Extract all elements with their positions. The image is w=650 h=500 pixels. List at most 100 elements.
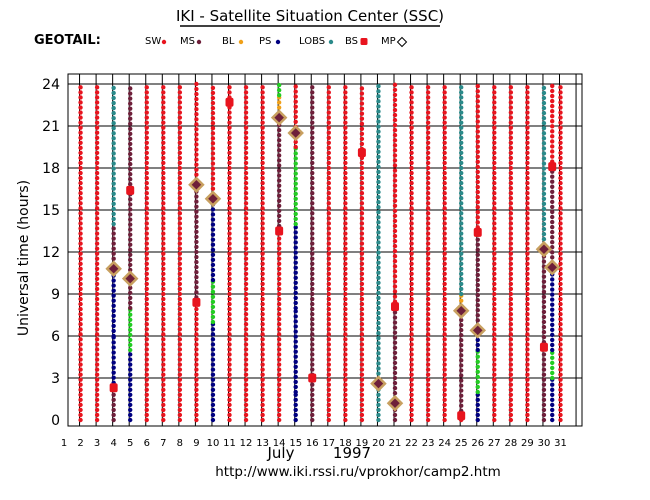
region-dot-sw: [550, 114, 555, 119]
region-dot-lobs: [459, 266, 464, 271]
magnetopause-marker: [270, 109, 288, 126]
region-dot-ms: [475, 282, 480, 288]
region-dot-sw: [144, 226, 149, 231]
region-dot-sw: [78, 115, 83, 120]
region-dot-ms: [128, 146, 133, 152]
region-dot-lobs: [376, 417, 381, 423]
region-dot-sw: [558, 397, 563, 403]
region-dot-sw: [326, 211, 331, 216]
region-dot-sw: [78, 170, 83, 176]
region-dot-ms: [111, 231, 116, 236]
region-dot-sw: [177, 170, 183, 176]
region-dot-lobs: [376, 305, 381, 311]
region-dot-sw: [144, 301, 149, 307]
region-dot-sw: [492, 211, 497, 216]
region-dot-sw: [409, 206, 414, 211]
magnetopause-marker: [121, 270, 139, 287]
region-dot-sw: [550, 124, 555, 129]
region-dot-sw: [492, 296, 497, 302]
region-dot-sw: [177, 100, 183, 105]
region-dot-ps: [550, 287, 555, 292]
region-dot-sw: [177, 352, 183, 357]
region-dot-lobs: [459, 216, 464, 221]
region-dot-sw: [525, 120, 530, 125]
region-dot-sw: [94, 362, 100, 367]
region-dot-sw: [442, 322, 447, 327]
region-dot-ms: [111, 251, 116, 256]
region-dot-sw: [227, 216, 232, 221]
region-dot-sw: [177, 296, 183, 302]
region-dot-sw: [492, 221, 497, 226]
region-dot-sw: [227, 306, 232, 312]
region-dot-sw: [425, 397, 431, 403]
region-dot-ps: [293, 295, 298, 301]
region-dot-sw: [409, 407, 414, 413]
region-dot-sw: [260, 85, 265, 90]
region-dot-sw: [475, 199, 480, 205]
region-dot-lobs: [376, 134, 381, 139]
region-dot-sw: [243, 135, 249, 140]
region-dot-lobs: [459, 120, 464, 125]
region-dot-sw: [475, 104, 480, 109]
region-dot-sw: [144, 261, 149, 266]
region-dot-lobs: [459, 115, 464, 120]
region-dot-green: [210, 294, 216, 299]
region-dot-sw: [508, 407, 514, 413]
region-dot-lobs: [376, 310, 381, 316]
region-dot-sw: [194, 122, 199, 127]
region-dot-sw: [94, 211, 100, 216]
region-dot-sw: [508, 145, 514, 151]
region-dot-sw: [260, 296, 265, 302]
region-dot-sw: [359, 387, 365, 392]
region-dot-ms: [459, 338, 464, 343]
region-dot-lobs: [376, 265, 381, 270]
region-dot-ms: [392, 370, 398, 376]
region-dot-sw: [508, 180, 514, 186]
region-dot-sw: [525, 301, 530, 307]
region-dot-ms: [128, 131, 133, 137]
region-dot-sw: [227, 140, 232, 145]
region-dot-ms: [541, 397, 547, 403]
region-dot-sw: [425, 115, 431, 120]
region-dot-sw: [227, 191, 232, 196]
region-dot-ms: [541, 299, 547, 305]
region-dot-sw: [326, 85, 331, 90]
region-dot-sw: [392, 223, 398, 229]
region-dot-sw: [425, 110, 431, 115]
region-dot-sw: [492, 150, 497, 156]
region-dot-sw: [144, 175, 149, 181]
region-dot-sw: [243, 392, 249, 397]
region-dot-ps: [210, 352, 216, 357]
region-dot-sw: [359, 196, 365, 201]
region-dot-ms: [310, 191, 315, 196]
region-dot-ps: [111, 365, 116, 370]
region-dot-lobs: [541, 100, 547, 106]
region-dot-ms: [310, 296, 315, 302]
region-dot-sw: [492, 387, 497, 392]
region-dot-ms: [276, 168, 282, 173]
region-dot-sw: [161, 332, 166, 337]
region-dot-ps: [210, 362, 216, 367]
region-dot-ms: [541, 357, 547, 362]
region-dot-sw: [276, 387, 282, 392]
region-dot-ms: [128, 182, 133, 187]
region-dot-sw: [161, 140, 166, 145]
region-dot-sw: [177, 180, 183, 186]
region-dot-sw: [475, 99, 480, 104]
region-dot-lobs: [376, 325, 381, 331]
region-dot-sw: [144, 317, 149, 322]
region-dot-sw: [508, 311, 514, 317]
region-dot-sw: [177, 372, 183, 377]
region-dot-sw: [276, 372, 282, 377]
region-dot-sw: [194, 152, 199, 157]
region-dot-sw: [442, 105, 447, 110]
region-dot-ps: [210, 347, 216, 352]
region-dot-sw: [558, 236, 563, 241]
region-dot-sw: [194, 101, 199, 107]
region-dot-sw: [177, 322, 183, 327]
region-dot-sw: [409, 115, 414, 120]
region-dot-ms: [276, 198, 282, 203]
region-dot-sw: [243, 367, 249, 372]
legend: SW MS BL PS LOBS BS MP: [145, 36, 408, 48]
region-dot-sw: [409, 175, 414, 181]
